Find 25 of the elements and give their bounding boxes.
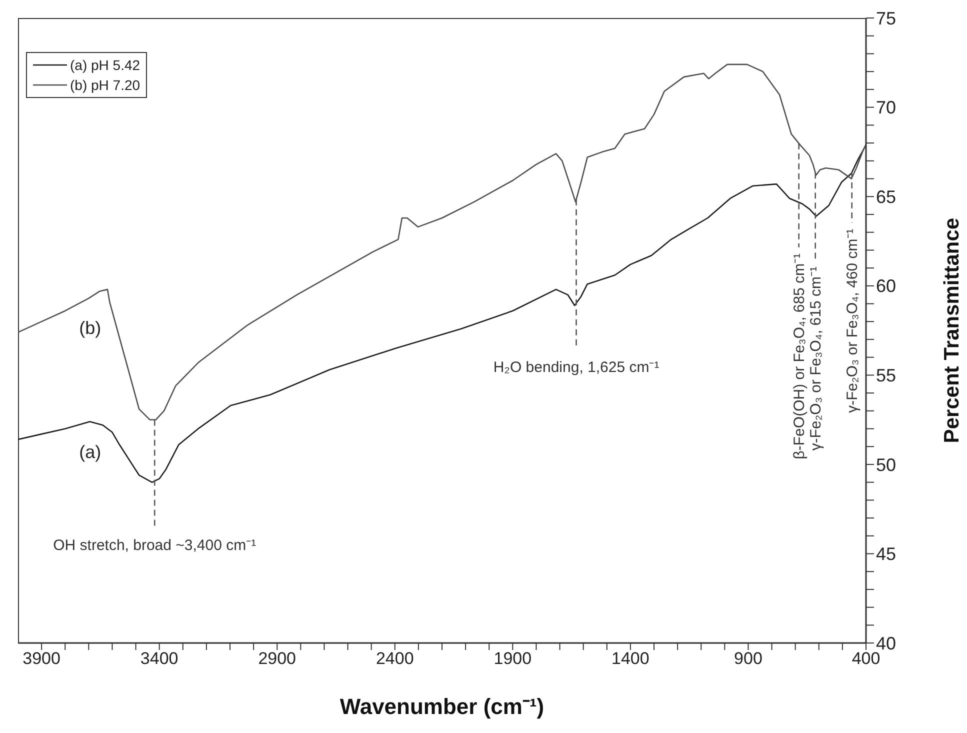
- y-tick-label: 45: [876, 544, 896, 564]
- x-tick-label: 2900: [258, 649, 296, 668]
- y-tick-label: 65: [876, 186, 896, 207]
- x-tick-label: 3400: [140, 649, 178, 668]
- annotation: (b): [79, 318, 102, 338]
- legend-label: (b) pH 7.20: [70, 76, 140, 95]
- x-tick-label: 1900: [494, 649, 532, 668]
- annotation: (a): [79, 442, 102, 462]
- x-tick-label: 900: [734, 649, 762, 668]
- y-tick-label: 50: [876, 454, 896, 475]
- y-axis-title: Percent Transmittance: [940, 218, 964, 444]
- y-tick-label: 55: [876, 366, 896, 386]
- ref-line-label: OH stretch, broad ~3,400 cm⁻¹: [53, 537, 256, 554]
- x-axis-title: Wavenumber (cm⁻¹): [340, 694, 544, 719]
- ref-line-label: β-FeO(OH) or Fe₃O₄, 685 cm⁻¹: [790, 253, 808, 460]
- x-tick-label: 1400: [612, 649, 650, 668]
- y-tick-label: 75: [876, 8, 896, 28]
- x-tick-label: 2400: [376, 649, 414, 668]
- ref-line-label: γ-Fe₂O₃ or Fe₃O₄, 615 cm⁻¹: [807, 266, 824, 451]
- legend-label: (a) pH 5.42: [70, 56, 140, 75]
- ref-line-label: H₂O bending, 1,625 cm⁻¹: [493, 359, 660, 376]
- y-tick-label: 60: [876, 276, 896, 296]
- ref-line-label: γ-Fe₂O₃ or Fe₃O₄, 460 cm⁻¹: [844, 228, 861, 413]
- y-tick-label: 70: [876, 98, 896, 118]
- x-tick-label: 3900: [22, 649, 60, 668]
